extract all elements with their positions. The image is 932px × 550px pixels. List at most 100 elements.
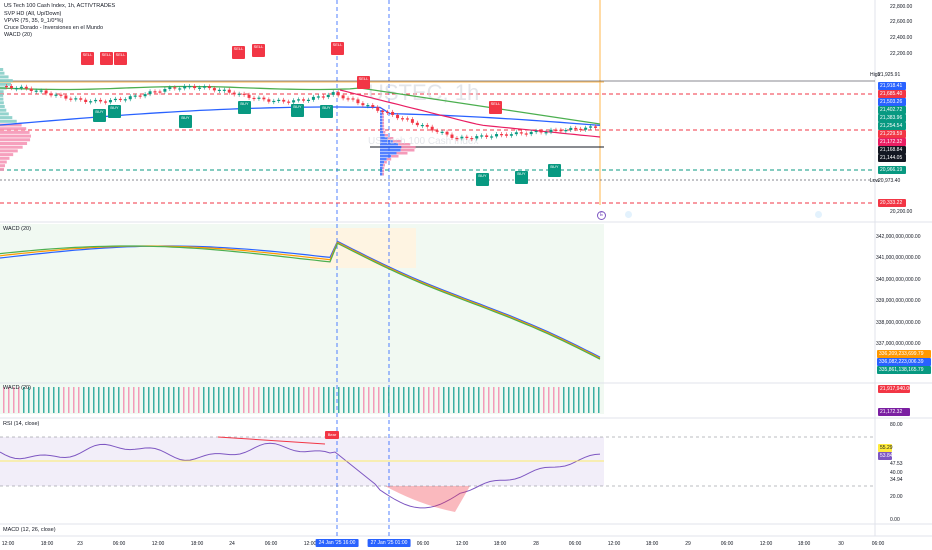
indicator-legend-2[interactable]: VPVR (75, 35, 9_1/0*%)	[4, 18, 64, 24]
wacd-histogram-bar	[113, 387, 115, 413]
time-axis-label: 06:00	[568, 541, 582, 547]
candle-body	[435, 130, 439, 132]
wacd-histogram-bar	[348, 387, 350, 413]
candle-body	[316, 96, 320, 98]
wacd-histogram-bar	[63, 387, 65, 413]
candle-body	[485, 135, 489, 137]
volume-profile-bar	[0, 97, 4, 101]
price-badge: 21,168.84	[878, 146, 906, 154]
candle-body	[470, 138, 474, 140]
wacd-histogram-bar	[518, 387, 520, 413]
sell-signal-label: SELL	[331, 42, 344, 55]
earnings-event-icon[interactable]: E	[597, 211, 606, 220]
wacd-axis-label: 339,000,000,000.00	[876, 298, 921, 304]
candle-body	[430, 126, 434, 131]
us-flag-event-icon[interactable]	[625, 211, 632, 218]
volume-profile-bar	[0, 82, 12, 86]
symbol-title[interactable]: US Tech 100 Cash Index, 1h, ACTIVTRADES	[4, 3, 116, 9]
session-volume-bar	[382, 119, 385, 122]
sell-signal-label: SELL	[232, 46, 245, 59]
time-axis-label: 29	[685, 541, 691, 547]
indicator-legend-4[interactable]: WACD (20)	[4, 32, 32, 38]
candle-body	[277, 99, 281, 102]
session-volume-bar	[382, 128, 385, 131]
wacd-histogram-bar	[28, 387, 30, 413]
sell-signal-label: SELL	[252, 44, 265, 57]
buy-signal-label: BUY	[93, 109, 106, 122]
wacd-line-green	[0, 242, 601, 360]
wacd-histogram-bar	[353, 387, 355, 413]
candle-body	[361, 103, 365, 106]
price-axis-label: 20,200.00	[890, 209, 913, 215]
wacd-histogram-bar	[93, 387, 95, 413]
wacd-histogram-bar	[478, 387, 480, 413]
wacd-histogram-bar	[283, 387, 285, 413]
session-volume-bar	[383, 131, 386, 134]
wacd-histogram-bar	[528, 387, 530, 413]
buy-signal-label: BUY	[238, 101, 251, 114]
price-badge: 21,402.72	[878, 106, 906, 114]
wacd-pane-title[interactable]: WACD (20)	[3, 226, 31, 232]
session-volume-bar	[380, 131, 384, 134]
candle-body	[524, 133, 528, 135]
session-volume-bar	[380, 155, 392, 158]
wacd-histogram-bar	[148, 387, 150, 413]
chart-watermark-sub: US Tech 100 Cash Index	[368, 136, 478, 147]
wacd-histogram-bar	[178, 387, 180, 413]
wacd-histogram-bar	[253, 387, 255, 413]
candle-body	[297, 99, 301, 101]
price-badge: 21,254.54	[878, 122, 906, 130]
candle-body	[569, 127, 573, 130]
wacd-histogram-bar	[343, 387, 345, 413]
candle-body	[376, 107, 380, 111]
wacd-histogram-bar	[163, 387, 165, 413]
wacd-pane-background	[0, 224, 604, 414]
wacd-histogram-bar	[563, 387, 565, 413]
rsi-pane-title[interactable]: RSI (14, close)	[3, 421, 40, 427]
candle-body	[227, 89, 231, 93]
wacd-histogram-bar	[233, 387, 235, 413]
wacd-histogram-bar	[503, 387, 505, 413]
wacd-histogram-bar	[53, 387, 55, 413]
wacd-histogram-bar	[413, 387, 415, 413]
volume-profile-bar	[0, 68, 4, 71]
candle-body	[351, 98, 355, 100]
us-flag-event-icon[interactable]	[815, 211, 822, 218]
candle-body	[549, 129, 553, 133]
volume-profile-bar	[0, 123, 22, 127]
wacd-histogram-bar	[168, 387, 170, 413]
volume-profile-bar	[0, 145, 23, 149]
candle-body	[212, 88, 216, 91]
candle-body	[480, 135, 484, 137]
buy-signal-label: BUY	[291, 104, 304, 117]
session-volume-bar	[382, 167, 385, 170]
wacd-histogram-bar	[368, 387, 370, 413]
ma-line-pink	[339, 89, 601, 138]
wacd-histogram-bar	[288, 387, 290, 413]
wacd-axis-label: 337,000,000,000.00	[876, 341, 921, 347]
volume-profile-bar	[0, 79, 13, 83]
wacd-histogram-bar	[78, 387, 80, 413]
wacd-hist-title[interactable]: WACD (20)	[3, 385, 31, 391]
time-axis-label: 06:00	[264, 541, 278, 547]
buy-signal-label: BUY	[320, 105, 333, 118]
candle-body	[69, 98, 73, 100]
sell-signal-label: SELL	[100, 52, 113, 65]
indicator-legend-1[interactable]: SVP HD (All, Up/Down)	[4, 11, 62, 17]
low-label: Low	[870, 178, 880, 184]
candle-body	[207, 86, 211, 89]
wacd-histogram-bar	[173, 387, 175, 413]
wacd-histogram-bar	[438, 387, 440, 413]
wacd-badge: 335,861,138,165.79	[877, 366, 931, 374]
indicator-legend-3[interactable]: Cruce Dorado - Inversiones en el Mundo	[4, 25, 104, 31]
candle-body	[44, 90, 48, 94]
session-volume-bar	[380, 167, 383, 170]
session-volume-bar	[382, 122, 385, 125]
macd-pane-title[interactable]: MACD (12, 26, close)	[3, 527, 56, 533]
wacd-histogram-bar	[83, 387, 85, 413]
buy-signal-label: BUY	[548, 164, 561, 177]
session-volume-bar	[382, 164, 385, 167]
session-volume-bar	[398, 143, 411, 146]
